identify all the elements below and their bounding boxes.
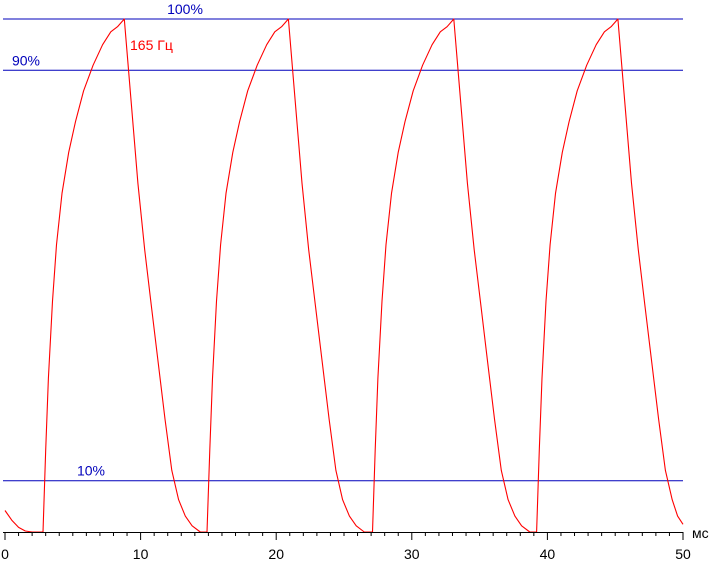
- ref-label-100pct: 100%: [167, 1, 203, 17]
- x-tick-label-0: 0: [1, 546, 9, 561]
- x-tick-label-40: 40: [540, 546, 556, 561]
- ref-label-90pct: 90%: [12, 52, 40, 68]
- x-unit-label: мс: [692, 525, 709, 541]
- x-tick-label-30: 30: [404, 546, 420, 561]
- x-tick-label-10: 10: [133, 546, 149, 561]
- ref-label-10pct: 10%: [77, 463, 105, 479]
- series-line-0: [4, 18, 684, 533]
- reference-labels: 100% 90% 10%: [12, 1, 203, 479]
- series-layer: 165 Гц: [4, 18, 684, 533]
- x-tick-label-20: 20: [268, 546, 284, 561]
- series-label-0: 165 Гц: [130, 37, 173, 53]
- reference-lines: [3, 18, 683, 482]
- x-tick-label-50: 50: [675, 546, 691, 561]
